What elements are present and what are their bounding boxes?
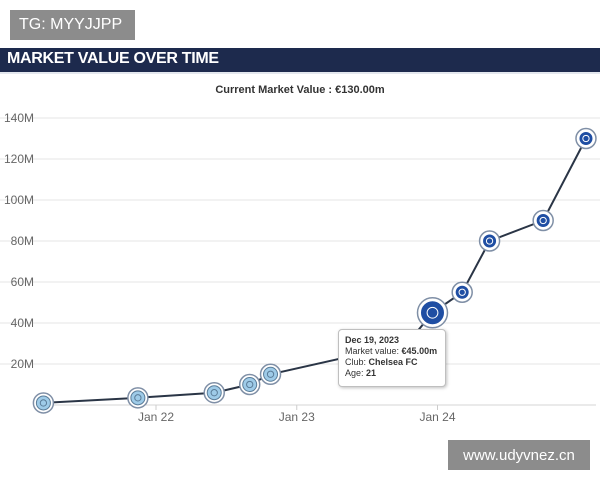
club-crest-detail <box>458 288 466 296</box>
chart-tooltip: Dec 19, 2023 Market value: €45.00m Club:… <box>338 329 446 387</box>
data-point-marker[interactable] <box>575 127 597 150</box>
club-crest-detail <box>39 399 48 407</box>
top-label-text: TG: MYYJJPP <box>19 16 123 33</box>
club-crest-detail <box>539 216 547 225</box>
x-tick-label: Jan 23 <box>279 410 315 424</box>
y-tick-label: 60M <box>11 275 34 289</box>
club-crest-icon <box>482 233 498 249</box>
tooltip-date: Dec 19, 2023 <box>345 335 400 345</box>
club-crest-icon <box>263 366 279 382</box>
y-tick-label: 120M <box>4 152 34 166</box>
data-point-marker[interactable] <box>532 209 554 232</box>
club-crest-detail <box>246 380 254 389</box>
x-tick-label: Jan 24 <box>419 410 455 424</box>
data-point-marker[interactable] <box>259 363 282 385</box>
top-label-badge: TG: MYYJJPP <box>10 10 135 40</box>
club-crest-icon <box>578 131 594 146</box>
data-point-marker[interactable] <box>203 381 225 404</box>
club-crest-detail <box>134 394 142 402</box>
market-value-line <box>43 138 587 404</box>
tooltip-market-value: Market value: €45.00m <box>345 346 439 357</box>
y-tick-label: 40M <box>11 316 34 330</box>
tooltip-club: Club: Chelsea FC <box>345 357 439 368</box>
club-crest-detail <box>266 370 275 378</box>
y-tick-label: 80M <box>11 234 34 248</box>
y-tick-label: 100M <box>4 193 34 207</box>
x-tick-label: Jan 22 <box>138 410 174 424</box>
section-header: MARKET VALUE OVER TIME <box>0 48 600 74</box>
club-crest-icon <box>35 395 51 411</box>
y-tick-label: 140M <box>4 111 34 125</box>
club-crest-icon <box>242 377 258 392</box>
tooltip-market-value-label: Market value: <box>345 346 400 356</box>
data-point-marker[interactable] <box>478 230 501 252</box>
tooltip-age: Age: 21 <box>345 368 439 379</box>
watermark-badge: www.udyvnez.cn <box>448 440 590 470</box>
tooltip-club-label: Club: <box>345 357 367 367</box>
data-point-marker[interactable] <box>416 297 449 329</box>
tooltip-age-value: 21 <box>366 368 377 378</box>
section-title: MARKET VALUE OVER TIME <box>7 50 219 67</box>
club-crest-icon <box>130 390 146 406</box>
data-point-marker[interactable] <box>127 387 149 409</box>
y-tick-label: 20M <box>11 357 34 371</box>
tooltip-market-value-value: €45.00m <box>401 346 438 356</box>
club-crest-icon <box>419 300 445 326</box>
club-crest-detail <box>582 134 590 143</box>
chart-subtitle: Current Market Value : €130.00m <box>215 84 385 96</box>
data-point-marker[interactable] <box>32 392 55 414</box>
data-point-marker[interactable] <box>238 373 261 396</box>
club-crest-icon <box>535 213 551 228</box>
data-point-marker[interactable] <box>451 281 473 303</box>
club-crest-detail <box>485 237 494 245</box>
club-crest-detail <box>210 389 218 397</box>
tooltip-club-value: Chelsea FC <box>368 357 418 367</box>
tooltip-age-label: Age: <box>345 368 364 378</box>
club-crest-icon <box>206 385 222 401</box>
club-crest-detail <box>426 306 439 319</box>
club-crest-icon <box>454 284 470 300</box>
watermark-text: www.udyvnez.cn <box>463 446 575 464</box>
